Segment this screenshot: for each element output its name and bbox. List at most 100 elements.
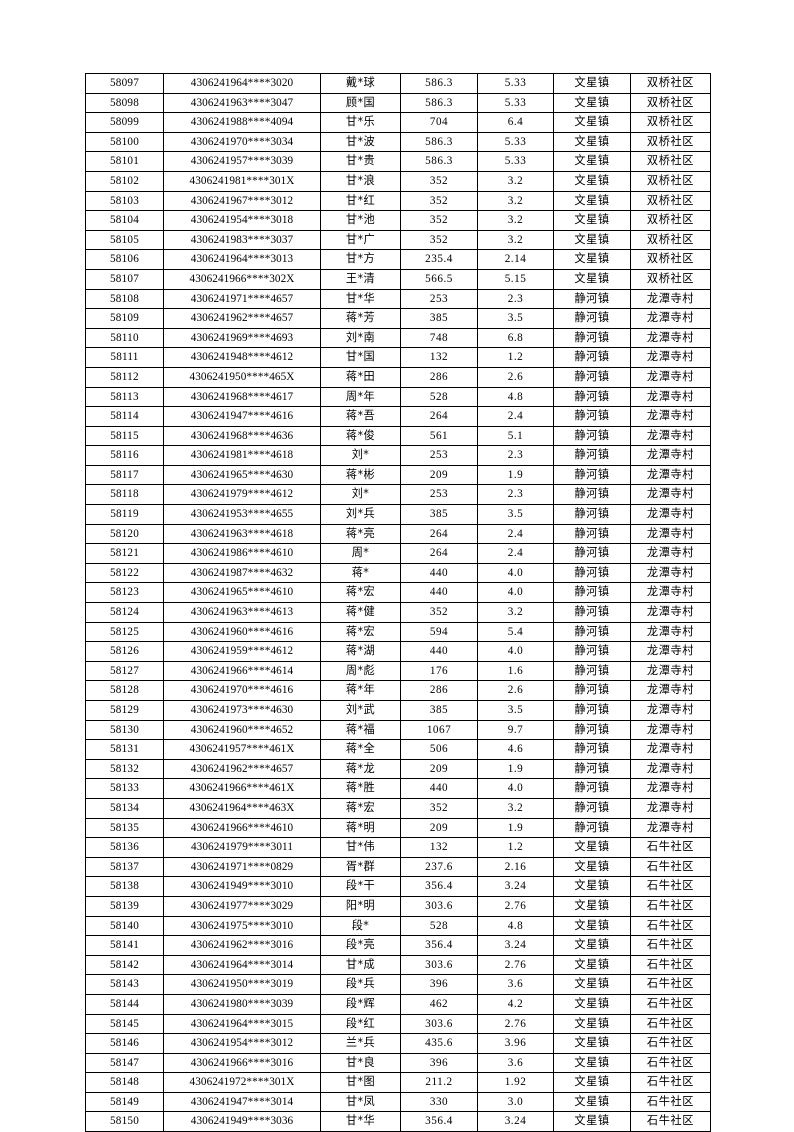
cell-seq: 58106: [85, 249, 164, 270]
cell-id-number: 4306241954****3018: [163, 210, 321, 231]
cell-name: 刘*: [320, 484, 401, 506]
cell-seq: 58113: [85, 386, 164, 408]
cell-area: 1.2: [477, 347, 554, 368]
cell-amount: 440: [400, 562, 478, 584]
cell-area: 5.33: [477, 73, 554, 94]
cell-seq: 58142: [85, 954, 164, 976]
cell-amount: 566.5: [400, 268, 478, 290]
cell-town: 静河镇: [553, 425, 631, 447]
cell-area: 1.9: [477, 464, 554, 486]
cell-id-number: 4306241970****3034: [163, 131, 321, 153]
cell-amount: 352: [400, 210, 478, 231]
cell-area: 5.1: [477, 425, 554, 447]
cell-town: 文星镇: [553, 993, 631, 1015]
cell-name: 甘*浪: [320, 170, 401, 192]
cell-name: 甘*国: [320, 347, 401, 368]
table-row: 58119 4306241953****4655 刘*兵 385 3.5 静河镇 龙潭寺村: [85, 504, 711, 525]
cell-area: 2.4: [477, 543, 554, 564]
table-row: 58142 4306241964****3014 甘*成 303.6 2.76 文星镇 石牛…: [85, 954, 711, 976]
table-row: 58117 4306241965****4630 蒋*彬 209 1.9 静河镇 龙潭寺村: [85, 464, 711, 486]
cell-amount: 176: [400, 660, 478, 682]
cell-town: 静河镇: [553, 680, 631, 701]
cell-name: 甘*池: [320, 210, 401, 231]
cell-village: 双桥社区: [630, 92, 711, 114]
cell-amount: 440: [400, 778, 478, 799]
cell-town: 静河镇: [553, 464, 631, 486]
cell-id-number: 4306241948****4612: [163, 347, 321, 368]
cell-name: 刘*: [320, 445, 401, 466]
cell-name: 蒋*明: [320, 817, 401, 839]
cell-town: 静河镇: [553, 366, 631, 388]
cell-town: 静河镇: [553, 641, 631, 662]
cell-name: 甘*伟: [320, 837, 401, 858]
cell-town: 静河镇: [553, 288, 631, 310]
table-row: 58108 4306241971****4657 甘*华 253 2.3 静河镇 龙潭寺村: [85, 288, 711, 310]
cell-village: 石牛社区: [630, 895, 711, 917]
cell-seq: 58141: [85, 935, 164, 956]
cell-amount: 209: [400, 464, 478, 486]
cell-amount: 396: [400, 1052, 478, 1074]
cell-name: 蒋*吾: [320, 406, 401, 427]
cell-seq: 58097: [85, 73, 164, 94]
cell-name: 蒋*宏: [320, 582, 401, 604]
cell-seq: 58103: [85, 190, 164, 212]
cell-village: 石牛社区: [630, 1013, 711, 1035]
cell-seq: 58145: [85, 1013, 164, 1035]
cell-name: 蒋*芳: [320, 308, 401, 329]
cell-id-number: 4306241968****4617: [163, 386, 321, 408]
cell-area: 5.33: [477, 151, 554, 172]
cell-id-number: 4306241966****3016: [163, 1052, 321, 1074]
cell-id-number: 4306241973****4630: [163, 700, 321, 721]
cell-area: 2.3: [477, 288, 554, 310]
cell-amount: 264: [400, 523, 478, 545]
cell-village: 石牛社区: [630, 993, 711, 1015]
cell-area: 4.2: [477, 993, 554, 1015]
cell-village: 石牛社区: [630, 1033, 711, 1054]
cell-town: 文星镇: [553, 1013, 631, 1035]
cell-name: 蒋*亮: [320, 523, 401, 545]
table-row: 58105 4306241983****3037 甘*广 352 3.2 文星镇 双桥社区: [85, 229, 711, 251]
cell-area: 3.2: [477, 210, 554, 231]
table-row: 58120 4306241963****4618 蒋*亮 264 2.4 静河镇 龙潭寺村: [85, 523, 711, 545]
cell-seq: 58101: [85, 151, 164, 172]
cell-id-number: 4306241971****0829: [163, 856, 321, 878]
cell-amount: 748: [400, 327, 478, 349]
cell-village: 龙潭寺村: [630, 602, 711, 623]
cell-seq: 58102: [85, 170, 164, 192]
cell-village: 双桥社区: [630, 151, 711, 172]
cell-village: 龙潭寺村: [630, 445, 711, 466]
cell-id-number: 4306241953****4655: [163, 504, 321, 525]
cell-id-number: 4306241962****3016: [163, 935, 321, 956]
cell-name: 刘*南: [320, 327, 401, 349]
table-row: 58131 4306241957****461X 蒋*全 506 4.6 静河镇 龙潭寺村: [85, 739, 711, 760]
cell-village: 龙潭寺村: [630, 758, 711, 780]
cell-town: 文星镇: [553, 954, 631, 976]
table-row: 58137 4306241971****0829 胥*群 237.6 2.16 文星镇 石牛…: [85, 856, 711, 878]
cell-name: 蒋*湖: [320, 641, 401, 662]
cell-name: 顾*国: [320, 92, 401, 114]
cell-id-number: 4306241963****4613: [163, 602, 321, 623]
table-row: 58114 4306241947****4616 蒋*吾 264 2.4 静河镇 龙潭寺村: [85, 406, 711, 427]
cell-seq: 58148: [85, 1072, 164, 1093]
cell-town: 静河镇: [553, 406, 631, 427]
cell-village: 龙潭寺村: [630, 366, 711, 388]
cell-town: 静河镇: [553, 582, 631, 604]
cell-town: 文星镇: [553, 1033, 631, 1054]
cell-amount: 209: [400, 758, 478, 780]
cell-seq: 58130: [85, 719, 164, 741]
cell-seq: 58104: [85, 210, 164, 231]
cell-town: 静河镇: [553, 700, 631, 721]
cell-seq: 58115: [85, 425, 164, 447]
cell-town: 文星镇: [553, 856, 631, 878]
cell-village: 双桥社区: [630, 73, 711, 94]
cell-area: 3.5: [477, 308, 554, 329]
cell-id-number: 4306241979****3011: [163, 837, 321, 858]
table-row: 58107 4306241966****302X 王*清 566.5 5.15 文星镇 双桥…: [85, 268, 711, 290]
cell-name: 甘*华: [320, 288, 401, 310]
cell-id-number: 4306241957****461X: [163, 739, 321, 760]
cell-id-number: 4306241966****4614: [163, 660, 321, 682]
cell-area: 2.76: [477, 1013, 554, 1035]
cell-area: 5.33: [477, 92, 554, 114]
cell-amount: 132: [400, 837, 478, 858]
